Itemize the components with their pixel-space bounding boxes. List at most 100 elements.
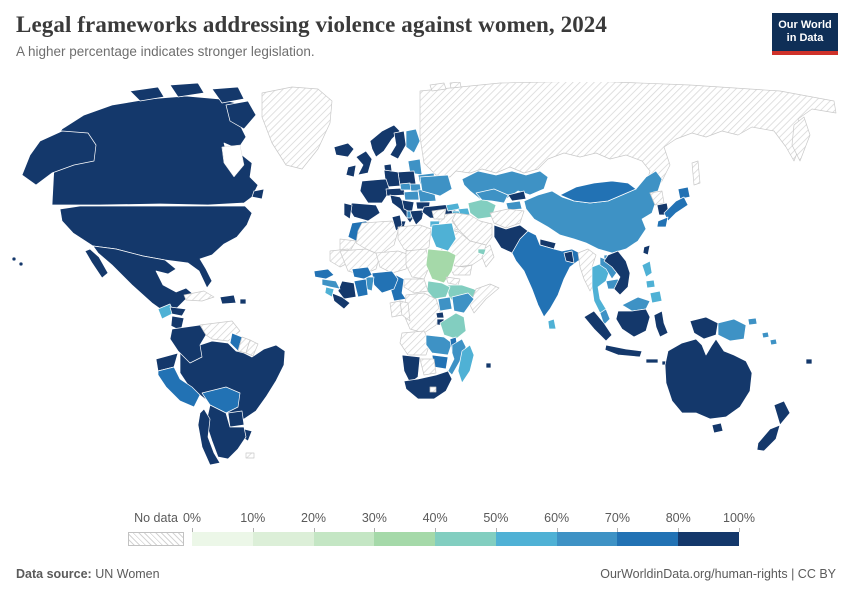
- country-new-zealand[interactable]: [756, 424, 781, 452]
- country-solomon-islands[interactable]: [761, 331, 770, 339]
- country-canada[interactable]: [49, 95, 259, 206]
- country-kyrgyzstan[interactable]: [507, 190, 527, 202]
- legend-bin-80-100%[interactable]: [678, 532, 740, 546]
- country-nigeria[interactable]: [371, 270, 399, 294]
- country-paraguay[interactable]: [227, 410, 245, 428]
- world-choropleth-map[interactable]: [0, 82, 850, 512]
- country-japan[interactable]: [656, 216, 669, 228]
- country-indonesia[interactable]: [689, 316, 719, 340]
- country-svalbard[interactable]: [449, 82, 462, 89]
- country-france[interactable]: [359, 178, 391, 204]
- country-venezuela[interactable]: [199, 320, 241, 342]
- country-greece[interactable]: [409, 209, 425, 226]
- country-canada[interactable]: [225, 100, 257, 130]
- country-hungary[interactable]: [403, 190, 420, 201]
- country-indonesia[interactable]: [645, 358, 659, 364]
- country-tajikistan[interactable]: [505, 200, 523, 211]
- country-madagascar[interactable]: [457, 344, 475, 384]
- country-afghanistan[interactable]: [489, 208, 525, 229]
- country-senegal[interactable]: [313, 268, 335, 280]
- country-ukraine[interactable]: [419, 174, 453, 197]
- country-philippines[interactable]: [649, 290, 663, 304]
- owid-logo[interactable]: Our World in Data: [772, 13, 838, 57]
- country-north-korea[interactable]: [649, 190, 665, 206]
- country-mongolia[interactable]: [559, 180, 637, 204]
- country-canada[interactable]: [211, 86, 245, 104]
- country-botswana[interactable]: [419, 358, 437, 376]
- country-czechia[interactable]: [399, 182, 412, 191]
- country-finland[interactable]: [405, 128, 421, 154]
- country-central-african-republic[interactable]: [403, 278, 429, 294]
- country-liberia[interactable]: [331, 292, 351, 310]
- legend-bin-50-60%[interactable]: [495, 532, 557, 546]
- country-mauritius[interactable]: [485, 362, 492, 369]
- country-somalia[interactable]: [469, 283, 500, 314]
- country-australia[interactable]: [664, 338, 753, 420]
- country-vietnam[interactable]: [603, 250, 631, 296]
- country-united-states[interactable]: [11, 256, 17, 262]
- country-indonesia[interactable]: [615, 308, 651, 338]
- country-sweden[interactable]: [389, 130, 407, 160]
- country-argentina[interactable]: [205, 404, 247, 460]
- country-peru[interactable]: [157, 366, 201, 408]
- country-cuba[interactable]: [183, 290, 215, 302]
- license-note[interactable]: OurWorldinData.org/human-rights | CC BY: [600, 567, 836, 581]
- country-australia[interactable]: [711, 422, 724, 434]
- country-mozambique[interactable]: [447, 338, 467, 376]
- legend-bin-20-30%[interactable]: [313, 532, 375, 546]
- country-papua-new-guinea[interactable]: [717, 318, 747, 342]
- country-united-states[interactable]: [18, 261, 24, 267]
- country-ghana[interactable]: [353, 278, 369, 298]
- country-falkland-islands[interactable]: [245, 452, 255, 459]
- country-united-kingdom[interactable]: [355, 150, 373, 176]
- country-spain[interactable]: [347, 202, 381, 222]
- country-norway[interactable]: [369, 124, 401, 158]
- legend-bin-30-40%[interactable]: [374, 532, 436, 546]
- country-canada[interactable]: [169, 82, 205, 98]
- legend-bin-10-20%[interactable]: [252, 532, 314, 546]
- country-new-zealand[interactable]: [773, 400, 791, 426]
- country-eritrea[interactable]: [445, 276, 461, 286]
- country-sierra-leone[interactable]: [324, 286, 335, 298]
- country-indonesia[interactable]: [583, 310, 613, 342]
- country-ireland[interactable]: [345, 164, 357, 178]
- country-malaysia[interactable]: [621, 296, 651, 312]
- country-united-arab-emirates[interactable]: [477, 248, 487, 256]
- country-zambia[interactable]: [425, 334, 453, 356]
- country-guinea[interactable]: [321, 278, 341, 290]
- country-bangladesh[interactable]: [563, 250, 575, 264]
- country-chile[interactable]: [197, 408, 221, 466]
- country-philippines[interactable]: [641, 260, 653, 278]
- country-angola[interactable]: [399, 330, 431, 356]
- country-syria[interactable]: [431, 208, 447, 220]
- country-canada[interactable]: [251, 188, 265, 200]
- legend-no-data[interactable]: No data: [128, 511, 184, 546]
- country-mexico[interactable]: [92, 245, 193, 314]
- country-tanzania[interactable]: [439, 312, 467, 340]
- country-philippines[interactable]: [645, 279, 656, 289]
- country-portugal[interactable]: [343, 202, 353, 220]
- country-honduras[interactable]: [169, 306, 187, 317]
- legend-bin-40-50%[interactable]: [435, 532, 496, 546]
- country-indonesia[interactable]: [604, 344, 643, 358]
- country-dominican-republic[interactable]: [219, 294, 237, 305]
- country-yemen[interactable]: [447, 264, 473, 276]
- country-burkina-faso[interactable]: [351, 266, 373, 280]
- country-russia[interactable]: [691, 160, 701, 186]
- country-cote-divoire[interactable]: [337, 280, 357, 300]
- country-svalbard[interactable]: [429, 82, 447, 92]
- country-mexico[interactable]: [84, 248, 109, 279]
- country-solomon-islands[interactable]: [769, 338, 778, 346]
- country-puerto-rico[interactable]: [239, 298, 247, 305]
- country-sri-lanka[interactable]: [547, 318, 557, 330]
- legend-bin-60-70%[interactable]: [556, 532, 618, 546]
- legend-bin-0-10%[interactable]: [192, 532, 253, 546]
- country-brazil[interactable]: [179, 340, 286, 422]
- legend-no-data-swatch[interactable]: [128, 532, 184, 546]
- country-taiwan[interactable]: [642, 244, 651, 256]
- country-uganda[interactable]: [437, 296, 453, 312]
- country-greenland[interactable]: [261, 86, 333, 170]
- country-uzbekistan[interactable]: [475, 188, 509, 204]
- country-iceland[interactable]: [333, 142, 355, 158]
- country-united-states[interactable]: [21, 130, 97, 186]
